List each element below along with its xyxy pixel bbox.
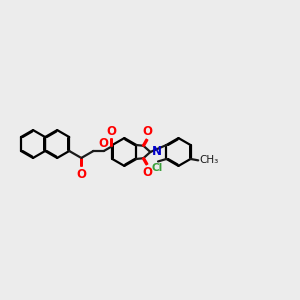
Text: O: O <box>76 168 86 181</box>
Text: Cl: Cl <box>152 163 163 173</box>
Text: CH₃: CH₃ <box>200 155 219 165</box>
Text: N: N <box>152 146 162 158</box>
Text: O: O <box>142 166 152 179</box>
Text: O: O <box>107 125 117 138</box>
Text: O: O <box>142 125 152 138</box>
Text: O: O <box>99 136 109 149</box>
